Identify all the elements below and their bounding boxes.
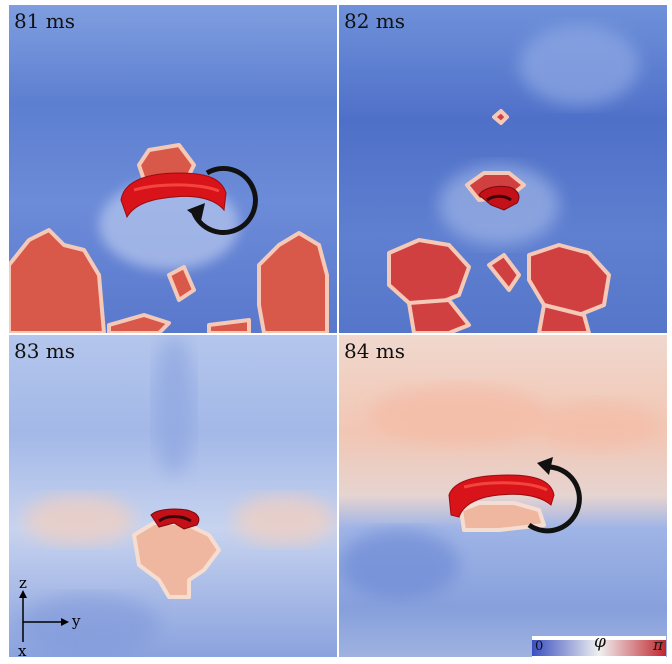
colorbar-min-label: 0 (535, 639, 544, 654)
phase-field-84ms (339, 335, 667, 657)
colorbar-max-label: π (653, 636, 663, 654)
y-axis-label: y (72, 612, 81, 630)
rotation-arrow (191, 165, 258, 235)
phase-field-81ms (9, 5, 337, 333)
panel-82ms: 82 ms (339, 5, 667, 333)
colorbar: 0 φ π (532, 632, 666, 658)
coordinate-axes: z y x (12, 574, 92, 660)
phase-field-82ms (339, 5, 667, 333)
time-label: 83 ms (14, 339, 76, 363)
rotation-arrow (527, 464, 582, 534)
vortex-tube (120, 172, 227, 219)
vortex-ring (150, 508, 200, 530)
z-axis-label: z (19, 574, 27, 592)
vortex-tube (448, 474, 555, 518)
panel-83ms: 83 ms (9, 335, 337, 657)
time-label: 82 ms (344, 9, 406, 33)
vortex-ring (478, 185, 520, 211)
time-label: 84 ms (344, 339, 406, 363)
time-label: 81 ms (14, 9, 76, 33)
colorbar-symbol: φ (594, 632, 606, 652)
panel-84ms: 84 ms (339, 335, 667, 657)
panel-81ms: 81 ms (9, 5, 337, 333)
colorbar-gradient (532, 640, 666, 656)
axes-arrows-icon (19, 590, 69, 642)
phase-field-83ms (9, 335, 337, 657)
x-axis-label: x (18, 642, 27, 660)
